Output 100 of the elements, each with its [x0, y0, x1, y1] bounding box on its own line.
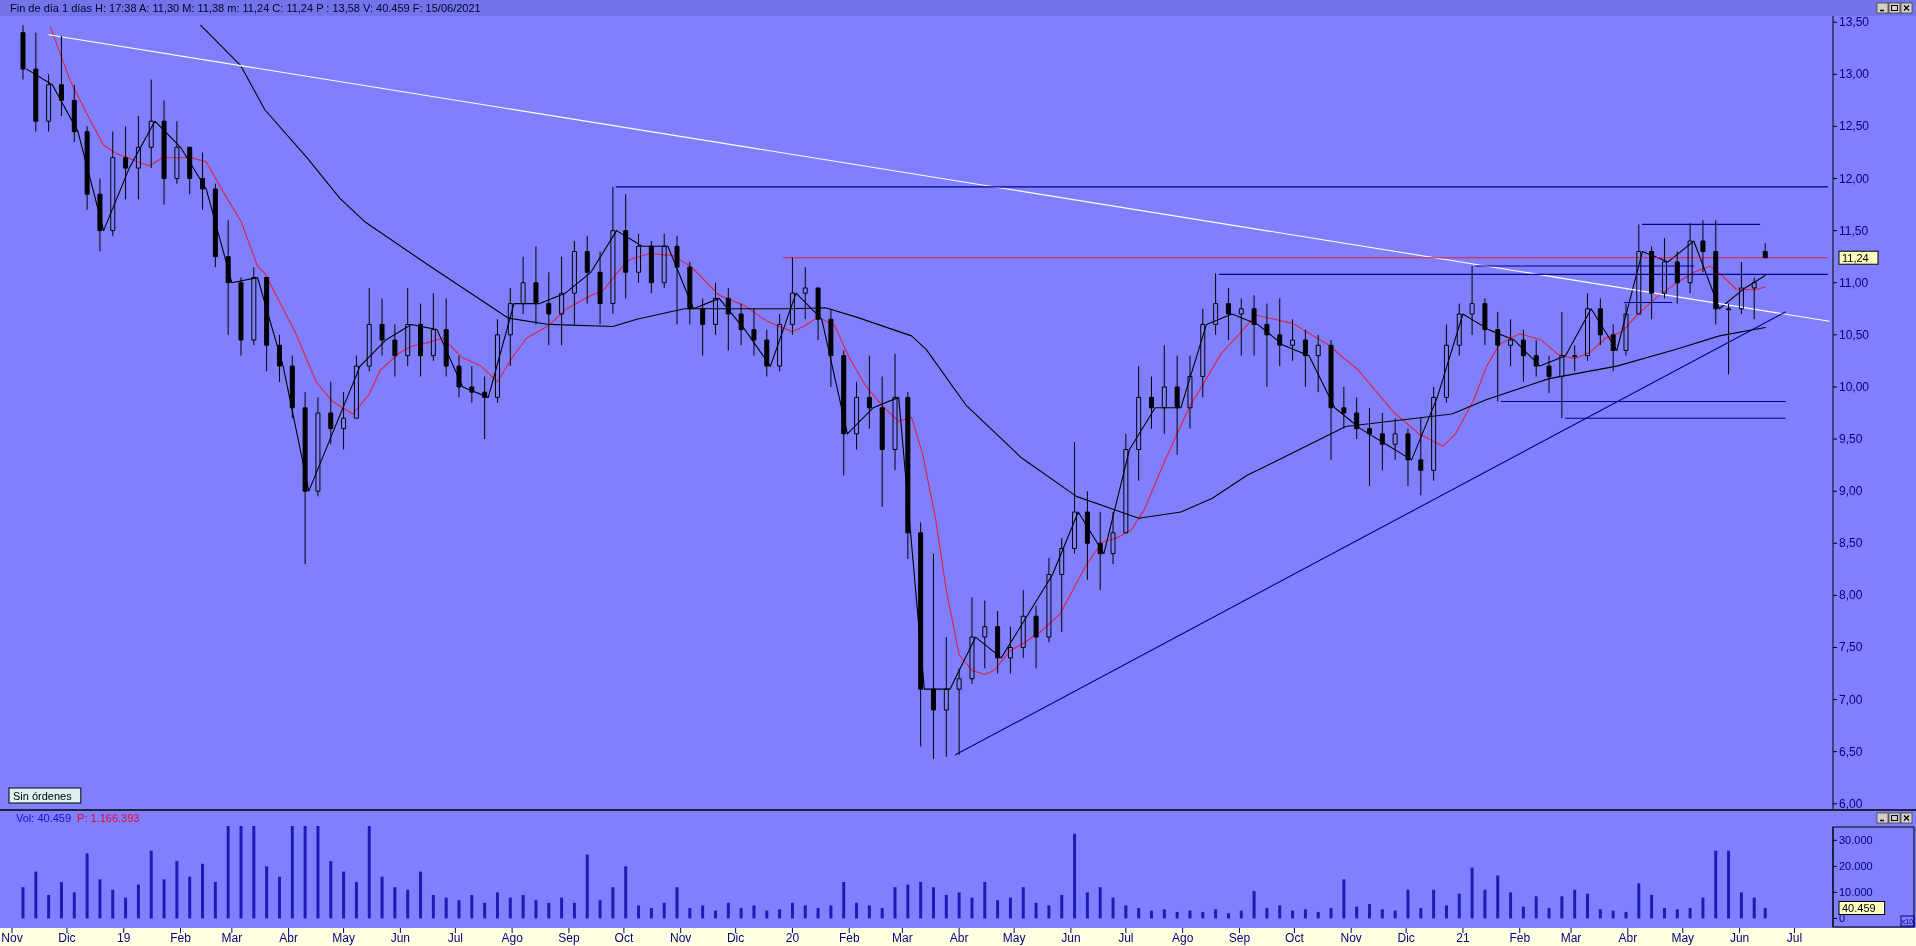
bar — [419, 871, 423, 919]
candlestick — [777, 313, 783, 372]
candlestick — [251, 266, 257, 346]
candlestick — [148, 79, 154, 169]
candlestick — [225, 219, 231, 336]
bar — [162, 879, 166, 919]
candlestick — [187, 146, 193, 195]
candlestick — [1661, 237, 1667, 299]
bar — [1252, 891, 1256, 919]
x-tick-label: Dic — [726, 931, 745, 945]
candlestick — [995, 610, 1001, 675]
bar — [1727, 850, 1731, 919]
candlestick — [623, 193, 629, 299]
candlestick — [1649, 245, 1655, 320]
y-tick-label: 13,50 — [1839, 15, 1870, 30]
x-tick-label: Nov — [670, 931, 692, 945]
bar — [572, 902, 576, 919]
bar — [880, 908, 884, 919]
candlestick — [828, 308, 834, 388]
candlestick — [687, 261, 693, 325]
y-tick-label: 7,50 — [1839, 640, 1863, 655]
bar — [931, 887, 935, 919]
x-tick-label: Mar — [892, 931, 913, 945]
bar — [1444, 905, 1448, 919]
candlestick — [738, 303, 744, 346]
candlestick — [1585, 292, 1591, 362]
bar — [1073, 833, 1077, 919]
bar — [354, 881, 358, 919]
y-tick-label: 8,00 — [1839, 588, 1863, 603]
chart-title: Vol: 40.459 — [16, 812, 72, 824]
candlestick — [1738, 261, 1744, 315]
candlestick — [161, 99, 167, 206]
bar — [970, 897, 974, 919]
candlestick — [1046, 557, 1052, 643]
candlestick — [200, 151, 206, 211]
bar — [1393, 910, 1397, 919]
candlestick — [1762, 242, 1768, 259]
bar — [483, 902, 487, 919]
bar — [1701, 897, 1705, 919]
candlestick — [123, 125, 129, 200]
x-tick-label: Dic — [58, 931, 76, 945]
bar — [1085, 892, 1089, 919]
bar — [803, 905, 807, 919]
bar — [1470, 867, 1474, 919]
candlestick — [1097, 511, 1103, 591]
candlestick — [1495, 311, 1501, 403]
candlestick — [1431, 386, 1437, 482]
x-tick-label: Ago — [1171, 931, 1194, 945]
x-tick-label: Ago — [501, 931, 524, 945]
candlestick — [725, 287, 731, 351]
x-tick-label: Nov — [1, 931, 23, 945]
y-tick-label: 10,00 — [1839, 379, 1870, 394]
bar — [149, 850, 153, 919]
bar — [1214, 909, 1218, 919]
candlestick — [1751, 277, 1757, 320]
x-tick-label: Jul — [447, 931, 464, 945]
bar — [1662, 908, 1666, 919]
bar — [1291, 910, 1295, 919]
candlestick — [392, 323, 398, 378]
candlestick — [751, 308, 757, 357]
candlestick — [110, 131, 116, 237]
bar — [1034, 902, 1038, 919]
candlestick — [1290, 318, 1296, 362]
bar — [1342, 879, 1346, 919]
bar — [778, 909, 782, 919]
bar — [996, 900, 1000, 919]
bar — [72, 892, 76, 919]
y-tick-label: 13,00 — [1839, 67, 1870, 82]
candlestick — [1033, 605, 1039, 669]
y-tick-label: 8,50 — [1839, 536, 1863, 551]
candlestick — [584, 235, 590, 305]
bar — [213, 881, 217, 919]
candlestick — [1726, 303, 1732, 375]
candlestick — [1546, 355, 1552, 394]
bar — [1226, 913, 1230, 919]
bar — [136, 884, 140, 919]
bar — [21, 887, 25, 919]
bar — [1432, 889, 1436, 919]
bar — [1457, 893, 1461, 919]
candlestick — [1469, 265, 1475, 336]
candlestick — [1559, 311, 1565, 419]
candlestick — [135, 115, 141, 200]
x-tick-label: Jun — [1061, 931, 1081, 945]
x-tick-label: Dic — [1397, 931, 1415, 945]
candlestick — [1610, 323, 1616, 372]
bar — [752, 905, 756, 919]
candlestick — [1456, 303, 1462, 357]
bar — [1521, 906, 1525, 919]
candlestick — [418, 303, 424, 378]
candlestick — [700, 297, 706, 357]
candlestick — [264, 277, 270, 372]
candlestick — [1328, 339, 1334, 461]
candlestick — [661, 233, 667, 289]
candlestick — [71, 84, 77, 143]
bar — [1611, 910, 1615, 919]
bar — [1598, 909, 1602, 919]
candlestick — [533, 245, 539, 325]
x-tick-label: 21 — [1456, 931, 1470, 945]
candlestick — [866, 355, 872, 430]
candlestick — [1136, 365, 1142, 482]
